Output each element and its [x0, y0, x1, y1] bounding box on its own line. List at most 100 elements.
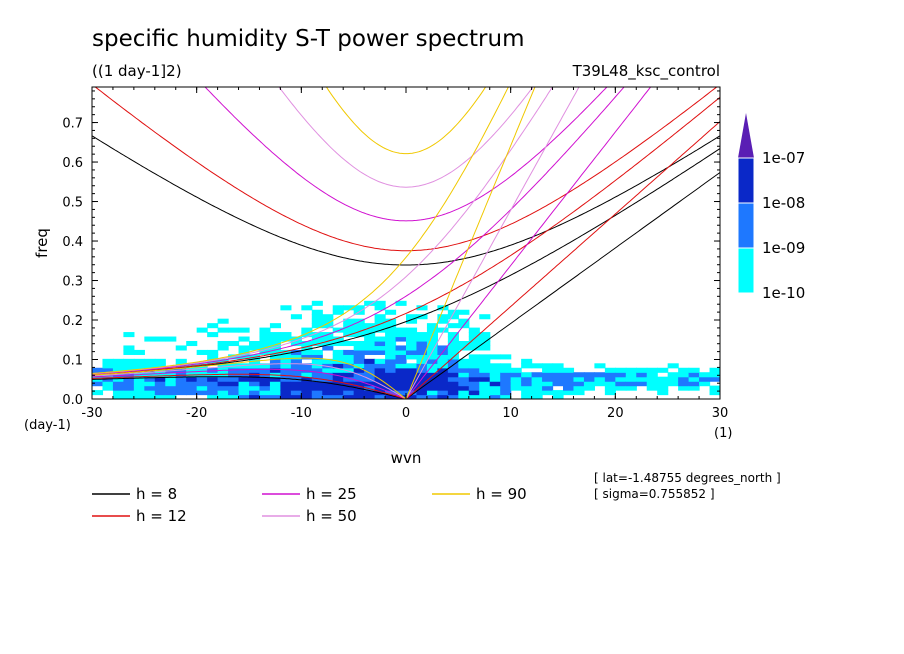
- contour-cell: [468, 345, 480, 351]
- contour-cell: [625, 367, 637, 373]
- contour-cell: [625, 381, 637, 387]
- contour-cell: [374, 363, 386, 369]
- contour-cell: [259, 367, 271, 373]
- contour-cell: [374, 336, 386, 342]
- dispersion-er-h90: [92, 357, 407, 399]
- contour-cell: [343, 358, 355, 364]
- contour-cell: [385, 309, 397, 315]
- contour-cell: [123, 381, 135, 387]
- dispersion-kelvin-h50: [405, 87, 580, 399]
- contour-cell: [563, 367, 575, 373]
- contour-cell: [92, 390, 104, 396]
- contour-cell: [343, 390, 355, 396]
- contour-cell: [175, 345, 187, 351]
- contour-cell: [416, 390, 428, 396]
- contour-cell: [311, 314, 323, 320]
- contour-cell: [343, 340, 355, 347]
- contour-cell: [92, 367, 104, 373]
- contour-cell: [479, 345, 491, 351]
- contour-cell: [280, 394, 292, 399]
- contour-cell: [332, 381, 344, 387]
- contour-cell: [259, 390, 271, 396]
- contour-cell: [468, 376, 480, 382]
- contour-cell: [531, 390, 543, 396]
- colorbar-label: 1e-09: [762, 239, 805, 257]
- dispersion-ig-h90: [325, 87, 487, 155]
- contour-cell: [249, 345, 261, 351]
- contour-cell: [353, 390, 365, 396]
- contour-cell: [426, 327, 438, 333]
- contour-cell: [604, 376, 616, 382]
- contour-cell: [332, 376, 344, 382]
- contour-cell: [332, 305, 344, 311]
- contour-cell: [343, 367, 355, 373]
- contour-cell: [416, 340, 428, 347]
- contour-cell: [583, 385, 595, 391]
- contour-cell: [406, 349, 418, 355]
- contour-cell: [343, 394, 355, 399]
- dispersion-ig-h12: [94, 87, 718, 252]
- contour-cell: [395, 376, 407, 382]
- contour-cell: [364, 363, 376, 369]
- contour-cell: [688, 381, 700, 387]
- contour-cell: [437, 318, 449, 324]
- contour-cell: [374, 314, 386, 320]
- contour-cell: [322, 336, 334, 342]
- contour-cell: [542, 385, 554, 391]
- contour-cell: [259, 332, 271, 338]
- contour-cell: [228, 390, 240, 396]
- contour-cell: [322, 372, 334, 378]
- contour-cell: [311, 349, 323, 355]
- contour-cell: [165, 394, 177, 399]
- contour-cell: [280, 336, 292, 342]
- contour-cell: [426, 354, 438, 360]
- contour-cell: [311, 323, 323, 329]
- contour-cell: [385, 367, 397, 373]
- contour-cell: [479, 358, 491, 364]
- contour-cell: [269, 323, 281, 329]
- contour-cell: [144, 358, 156, 364]
- contour-cell: [374, 300, 386, 306]
- y-tick-label: 0.6: [62, 156, 83, 171]
- contour-cell: [447, 363, 459, 369]
- contour-cell: [426, 340, 438, 347]
- contour-cell: [290, 385, 302, 391]
- contour-cell: [395, 358, 407, 364]
- contour-cell: [112, 381, 124, 387]
- contour-cell: [646, 385, 658, 391]
- contour-cell: [217, 376, 229, 382]
- contour-cell: [301, 372, 313, 378]
- contour-cell: [332, 309, 344, 315]
- contour-cell: [165, 390, 177, 396]
- contour-cell: [406, 345, 418, 351]
- contour-cell: [238, 390, 250, 396]
- contour-cell: [500, 390, 512, 396]
- contour-cell: [510, 385, 522, 391]
- contour-cell: [311, 385, 323, 391]
- info-sigma: [ sigma=0.755852 ]: [594, 487, 715, 501]
- colorbar-arrow: [738, 113, 754, 158]
- dispersion-mrg-h25: [92, 87, 625, 375]
- contour-cell: [353, 323, 365, 329]
- contour-cell: [395, 367, 407, 373]
- contour-cell: [364, 394, 376, 399]
- dispersion-kelvin-h12: [405, 121, 720, 399]
- contour-cell: [133, 394, 145, 399]
- contour-cell: [322, 381, 334, 387]
- contour-cell: [406, 376, 418, 382]
- contour-cell: [133, 358, 145, 364]
- contour-cell: [542, 390, 554, 396]
- contour-cell: [207, 390, 219, 396]
- contour-cell: [311, 394, 323, 399]
- contour-cell: [92, 381, 104, 387]
- contour-cell: [259, 376, 271, 382]
- legend-label-h90: h = 90: [476, 485, 527, 503]
- contour-cell: [709, 390, 720, 396]
- contour-cell: [583, 372, 595, 378]
- contour-cell: [625, 385, 637, 391]
- contour-cell: [468, 363, 480, 369]
- contour-cell: [343, 385, 355, 391]
- info-latitude: [ lat=-1.48755 degrees_north ]: [594, 471, 781, 485]
- contour-cell: [573, 376, 585, 382]
- contour-cell: [322, 394, 334, 399]
